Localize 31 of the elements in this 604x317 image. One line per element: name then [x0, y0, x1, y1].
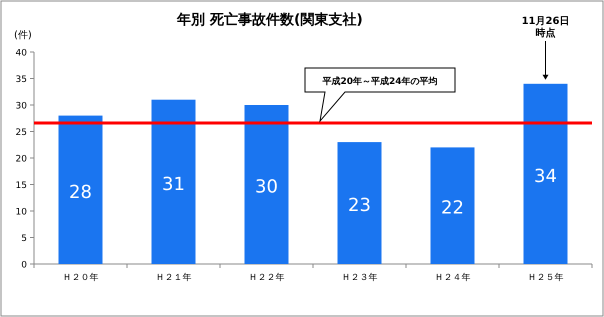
data-label: 28 — [69, 182, 92, 203]
data-label: 34 — [534, 166, 557, 187]
x-tick-label: Ｈ２２年 — [248, 272, 284, 283]
bar — [58, 116, 102, 264]
data-label: 30 — [255, 176, 278, 198]
data-label: 31 — [162, 174, 185, 195]
bar — [244, 105, 288, 264]
y-tick-label: 5 — [21, 234, 27, 244]
chart-title: 年別 死亡事故件数(関東支社) — [176, 11, 363, 28]
y-tick-label: 20 — [16, 154, 28, 164]
y-tick-label: 0 — [21, 260, 28, 270]
y-tick-label: 15 — [16, 181, 27, 191]
annotation: 平成20年～平成24年の平均 — [321, 76, 438, 87]
y-tick-label: 40 — [16, 48, 28, 58]
x-tick-label: Ｈ２３年 — [342, 272, 378, 283]
y-tick-label: 10 — [16, 208, 28, 218]
y-tick-label: 25 — [16, 128, 27, 138]
bar — [152, 100, 196, 264]
x-tick-label: Ｈ２１年 — [156, 272, 192, 283]
y-tick-label: 30 — [16, 102, 28, 112]
bar — [524, 84, 568, 264]
x-tick-label: Ｈ２５年 — [528, 272, 564, 283]
bar — [338, 142, 382, 264]
y-axis-title: (件) — [14, 30, 32, 41]
y-tick-label: 35 — [16, 75, 27, 85]
annotation: 11月26日時点 — [522, 16, 570, 39]
data-label: 23 — [348, 195, 371, 216]
x-tick-label: Ｈ２４年 — [434, 272, 470, 283]
bar — [430, 147, 474, 264]
data-label: 22 — [441, 198, 464, 219]
x-tick-label: Ｈ２０年 — [62, 272, 98, 283]
